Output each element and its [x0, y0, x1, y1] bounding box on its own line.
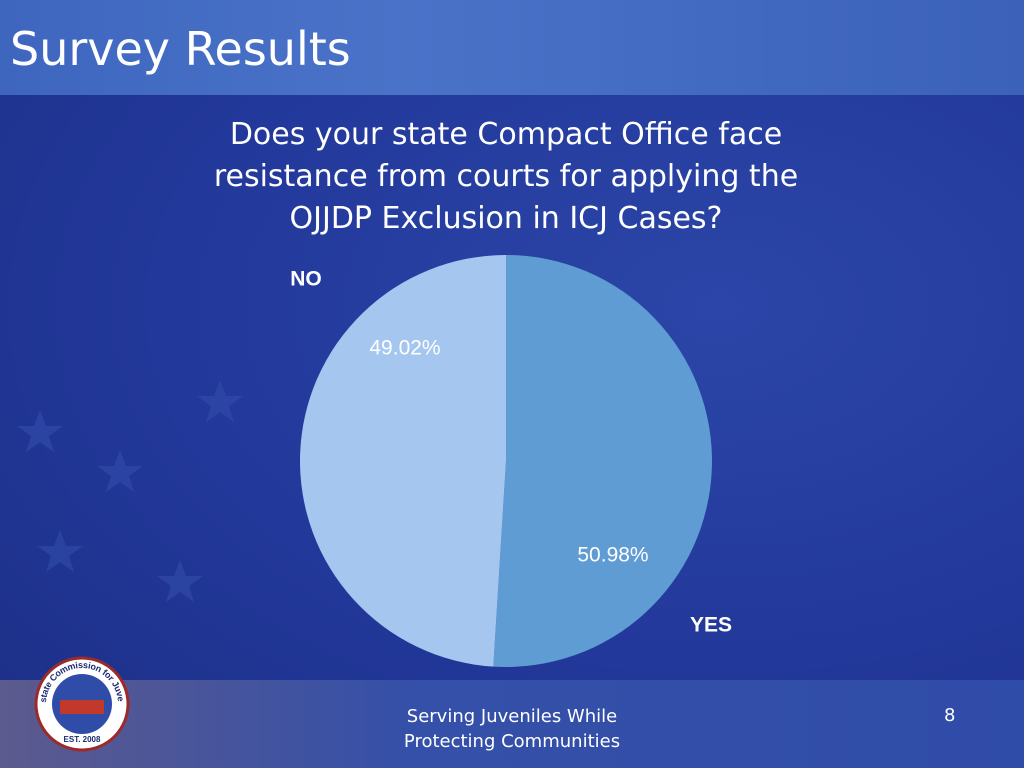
logo-name-path: Interstate Commission for Juveniles [0, 0, 126, 703]
chart-title: Does your state Compact Office face resi… [213, 117, 799, 236]
logo-established: EST. 2008 [64, 735, 101, 744]
logo: Interstate Commission for Juveniles EST.… [0, 0, 130, 752]
footer-band [0, 680, 1024, 768]
category-label: NO [290, 268, 322, 291]
title-band [0, 0, 1024, 95]
value-label: 50.98% [577, 544, 648, 567]
category-label: YES [690, 614, 732, 637]
footer: Serving Juveniles While Protecting Commu… [403, 706, 621, 752]
logo-name: Interstate Commission for Juveniles [0, 0, 126, 703]
stars [17, 380, 243, 602]
page-number: 8 [944, 705, 956, 726]
pie-slice [299, 255, 506, 667]
value-label: 49.02% [369, 337, 440, 360]
pie-slice [493, 255, 712, 667]
slide-title: Survey Results [10, 22, 351, 76]
